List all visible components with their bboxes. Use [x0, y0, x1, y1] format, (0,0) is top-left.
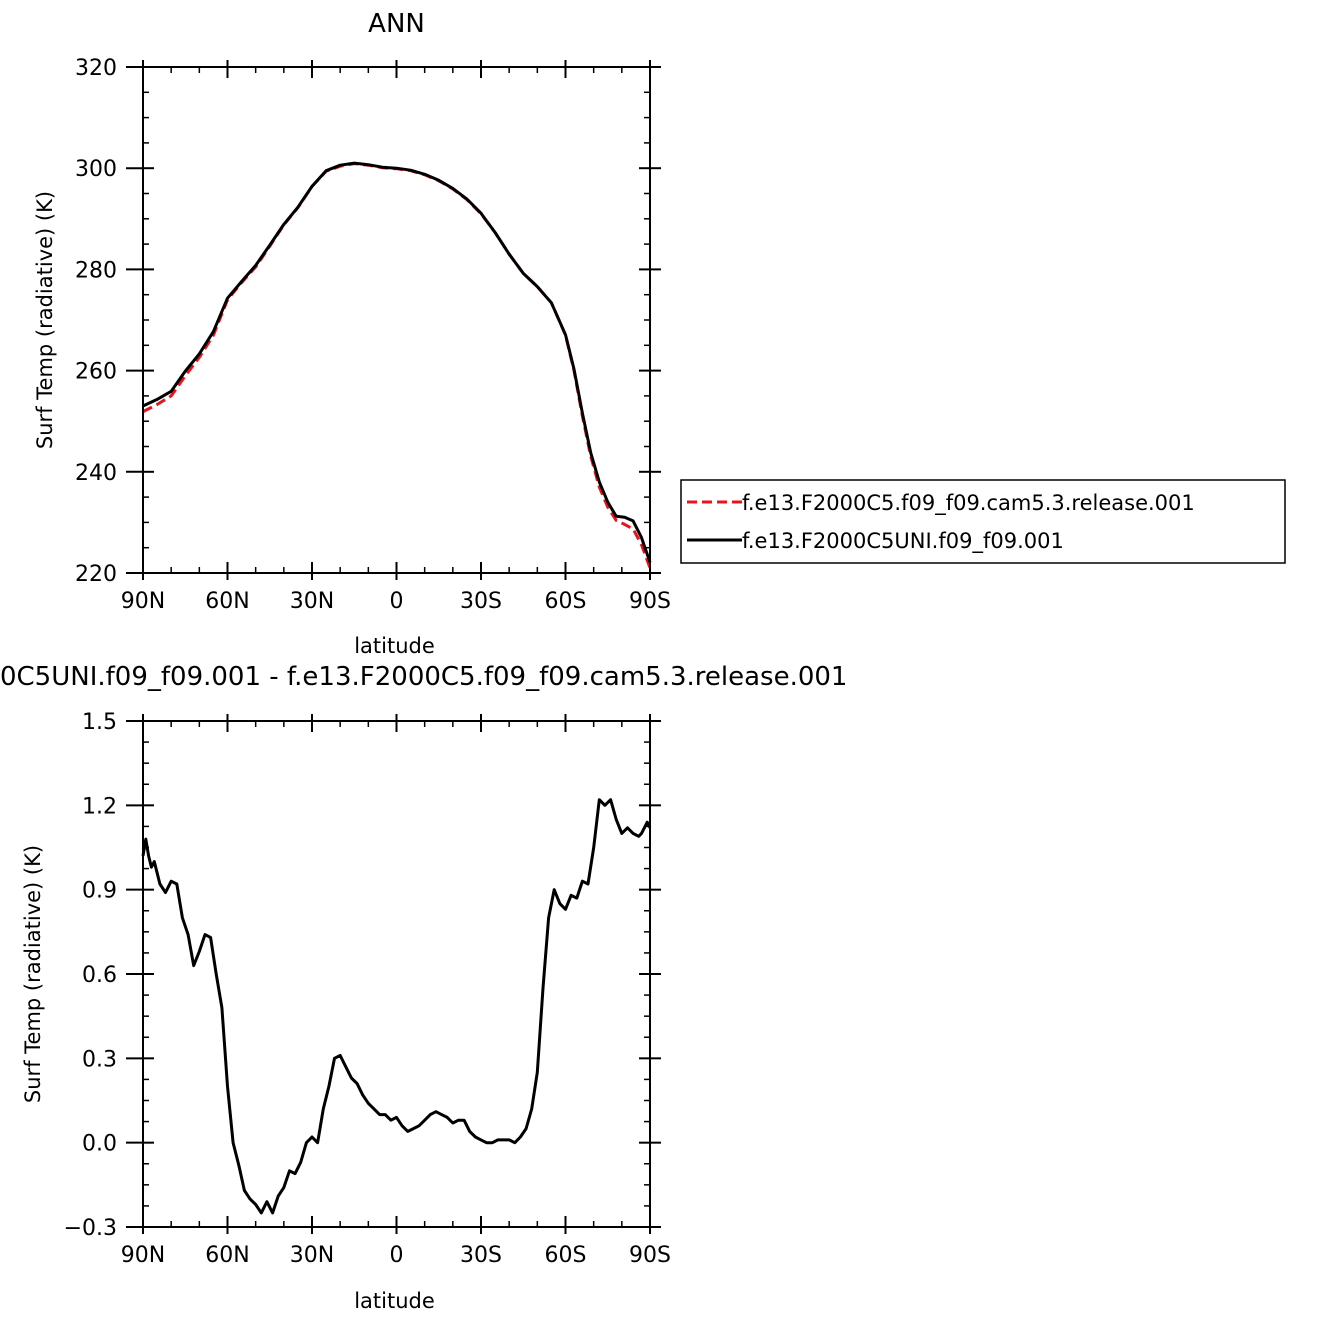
y-tick-label: 220: [75, 562, 117, 587]
y-axis-title: Surf Temp (radiative) (K): [21, 845, 45, 1103]
legend: f.e13.F2000C5.f09_f09.cam5.3.release.001…: [680, 479, 1286, 564]
x-tick-label: 90N: [121, 589, 165, 614]
x-tick-label: 90S: [629, 1243, 671, 1268]
chart-title: ANN: [368, 9, 425, 39]
y-tick-label: 1.5: [82, 710, 117, 735]
y-tick-label: 260: [75, 360, 117, 385]
series-line-0-1: [142, 161, 652, 563]
plot-frame: [142, 720, 651, 1228]
y-tick-label: 0.9: [82, 879, 117, 904]
legend-box: [680, 479, 1286, 564]
chart-title: f.e13.F2000C5UNI.f09_f09.001 - f.e13.F20…: [0, 662, 847, 692]
x-tick-label: 0: [390, 1243, 404, 1268]
series-line-1-0: [141, 798, 652, 1215]
y-tick-label: 1.2: [82, 794, 117, 819]
x-tick-label: 60S: [545, 589, 587, 614]
x-axis-title: latitude: [354, 634, 435, 658]
y-axis-title: Surf Temp (radiative) (K): [33, 191, 57, 449]
x-tick-label: 30S: [460, 589, 502, 614]
x-tick-label: 60N: [205, 1243, 249, 1268]
x-tick-label: 90N: [121, 1243, 165, 1268]
chart-top: 90N 60N 30N 0 30S 60S 90S 220 240 260 280 300 320 ANN…: [33, 9, 671, 658]
y-tick-label: 320: [75, 56, 117, 81]
x-tick-label: 90S: [629, 589, 671, 614]
y-tick-label: 300: [75, 157, 117, 182]
chart-bottom: 90N 60N 30N 0 30S 60S 90S −0.3 0.0 0.3 0.6 0.9 1.2 1.…: [0, 662, 847, 1313]
x-tick-label: 30N: [290, 589, 334, 614]
x-axis-title: latitude: [354, 1289, 435, 1313]
legend-label-0: f.e13.F2000C5.f09_f09.cam5.3.release.001: [742, 491, 1195, 516]
x-tick-label: 30S: [460, 1243, 502, 1268]
x-tick-label: 60N: [205, 589, 249, 614]
x-tick-label: 30N: [290, 1243, 334, 1268]
y-tick-label: 0.6: [82, 963, 117, 988]
y-tick-label: 0.3: [82, 1047, 117, 1072]
legend-label-1: f.e13.F2000C5UNI.f09_f09.001: [742, 529, 1064, 554]
y-tick-label: 240: [75, 461, 117, 486]
y-tick-label: 280: [75, 258, 117, 283]
y-tick-label: 0.0: [82, 1132, 117, 1157]
x-tick-label: 60S: [545, 1243, 587, 1268]
y-tick-label: −0.3: [64, 1216, 117, 1241]
x-tick-label: 0: [390, 589, 404, 614]
